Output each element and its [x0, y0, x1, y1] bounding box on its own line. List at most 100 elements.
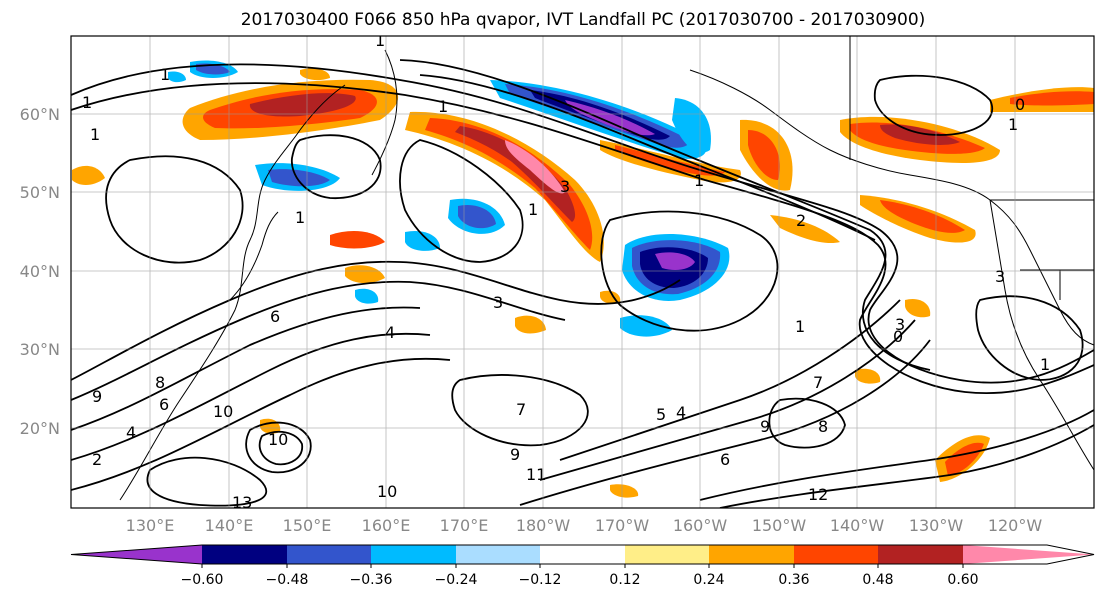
- contour-label: 8: [818, 417, 828, 436]
- lon-tick-label: 160°W: [673, 516, 728, 535]
- lon-axis: 130°E 140°E 150°E 160°E 170°E 180°W 170°…: [126, 516, 1043, 535]
- contour-label: 12: [808, 485, 828, 504]
- contour-label: 1: [694, 171, 704, 190]
- contour-label: 0: [893, 327, 903, 346]
- contour-line: [699, 409, 1094, 501]
- colorbar-tick-label: −0.36: [350, 572, 393, 588]
- ivt-contours: [71, 59, 1094, 508]
- shade-patch: [168, 71, 186, 83]
- contour-label: 6: [720, 450, 730, 469]
- contour-label: 1: [375, 31, 385, 50]
- contour-label: 3: [995, 267, 1005, 286]
- contour-label: 9: [92, 387, 102, 406]
- lon-tick-label: 140°W: [830, 516, 885, 535]
- lon-tick-label: 140°E: [205, 516, 254, 535]
- contour-label: 1: [82, 93, 92, 112]
- contour-label: 5: [656, 405, 666, 424]
- colorbar-swatch: [287, 545, 371, 564]
- colorbar-tick-label: −0.48: [266, 572, 309, 588]
- contour-line: [975, 295, 1084, 381]
- chart-title: 2017030400 F066 850 hPa qvapor, IVT Land…: [241, 10, 926, 30]
- contour-label: 3: [560, 177, 570, 196]
- lat-tick-label: 20°N: [20, 419, 60, 438]
- shade-patch: [72, 165, 105, 185]
- contour-label: 10: [377, 482, 397, 501]
- coastline-kamchatka: [371, 49, 398, 176]
- contour-line: [451, 374, 589, 447]
- shade-patch: [905, 298, 931, 318]
- lon-tick-label: 180°W: [516, 516, 571, 535]
- colorbar-swatch: [202, 545, 287, 564]
- colorbar-tick-labels: −0.60 −0.48 −0.36 −0.24 −0.12 0.12 0.24 …: [181, 572, 979, 588]
- coastline-asia: [119, 84, 346, 501]
- contour-line: [519, 339, 931, 506]
- colorbar-tick-label: −0.60: [181, 572, 224, 588]
- lat-tick-label: 50°N: [20, 183, 60, 202]
- contour-line: [539, 319, 916, 481]
- contour-label: 7: [813, 373, 823, 392]
- contour-line: [105, 155, 244, 264]
- shade-patch: [770, 215, 840, 244]
- lat-tick-label: 30°N: [20, 340, 60, 359]
- contour-label: 9: [760, 417, 770, 436]
- contour-line: [399, 139, 524, 263]
- contour-line: [71, 357, 451, 491]
- shade-patch: [355, 288, 379, 304]
- shade-patch: [330, 230, 385, 249]
- contour-line: [71, 280, 566, 401]
- contour-label: 1: [90, 125, 100, 144]
- shade-patch: [345, 265, 385, 284]
- shade-patch: [300, 68, 330, 81]
- contour-line: [71, 306, 421, 431]
- contour-label: 11: [526, 465, 546, 484]
- lon-tick-label: 130°E: [126, 516, 175, 535]
- border-canada: [849, 36, 1094, 300]
- colorbar-tick-label: 0.48: [862, 572, 893, 588]
- shade-patch: [515, 315, 546, 334]
- map-panel: 1 1 1 1 1 1 1 1 1 1 1 2 2 3 3 3 3 4 4 4: [70, 31, 1095, 512]
- contour-line: [146, 456, 268, 507]
- shade-patch: [620, 315, 672, 337]
- lon-tick-label: 150°E: [283, 516, 332, 535]
- colorbar-swatch: [794, 545, 878, 564]
- contour-label: 0: [1015, 95, 1025, 114]
- colorbar-tick-label: −0.12: [519, 572, 562, 588]
- shade-patch: [855, 368, 881, 384]
- contour-label: 10: [268, 430, 288, 449]
- colorbar-swatch: [878, 545, 963, 564]
- contour-label: 1: [1040, 355, 1050, 374]
- lat-tick-label: 40°N: [20, 262, 60, 281]
- contour-line: [71, 63, 1094, 384]
- lon-tick-label: 170°E: [440, 516, 489, 535]
- contour-label: 4: [126, 423, 136, 442]
- contour-line: [600, 210, 779, 332]
- shade-patch: [655, 252, 695, 270]
- lat-tick-label: 60°N: [20, 105, 60, 124]
- colorbar-tick-label: −0.24: [435, 572, 478, 588]
- shade-patch: [405, 230, 440, 251]
- map-frame: [70, 35, 1095, 509]
- contour-label: 3: [493, 293, 503, 312]
- colorbar-swatch: [71, 545, 202, 564]
- shade-patch: [268, 169, 330, 187]
- contour-labels: 1 1 1 1 1 1 1 1 1 1 1 2 2 3 3 3 3 4 4 4: [82, 31, 1050, 512]
- contour-label: 4: [385, 323, 395, 342]
- lon-tick-label: 160°E: [362, 516, 411, 535]
- shade-patch: [880, 124, 960, 145]
- contour-line: [245, 421, 312, 474]
- contour-label: 4: [676, 403, 686, 422]
- contour-line: [559, 299, 901, 461]
- contour-line: [768, 397, 846, 449]
- graticule: [71, 36, 1094, 508]
- colorbar-tick-label: 0.36: [778, 572, 809, 588]
- contour-label: 13: [232, 493, 252, 512]
- contour-label: 6: [270, 307, 280, 326]
- colorbar-tick-label: 0.60: [947, 572, 978, 588]
- colorbar-swatch: [709, 545, 794, 564]
- colorbar-swatches: [70, 544, 1095, 568]
- contour-label: 2: [92, 450, 102, 469]
- shade-patch: [610, 484, 639, 498]
- contour-label: 8: [155, 373, 165, 392]
- contour-line: [258, 430, 303, 466]
